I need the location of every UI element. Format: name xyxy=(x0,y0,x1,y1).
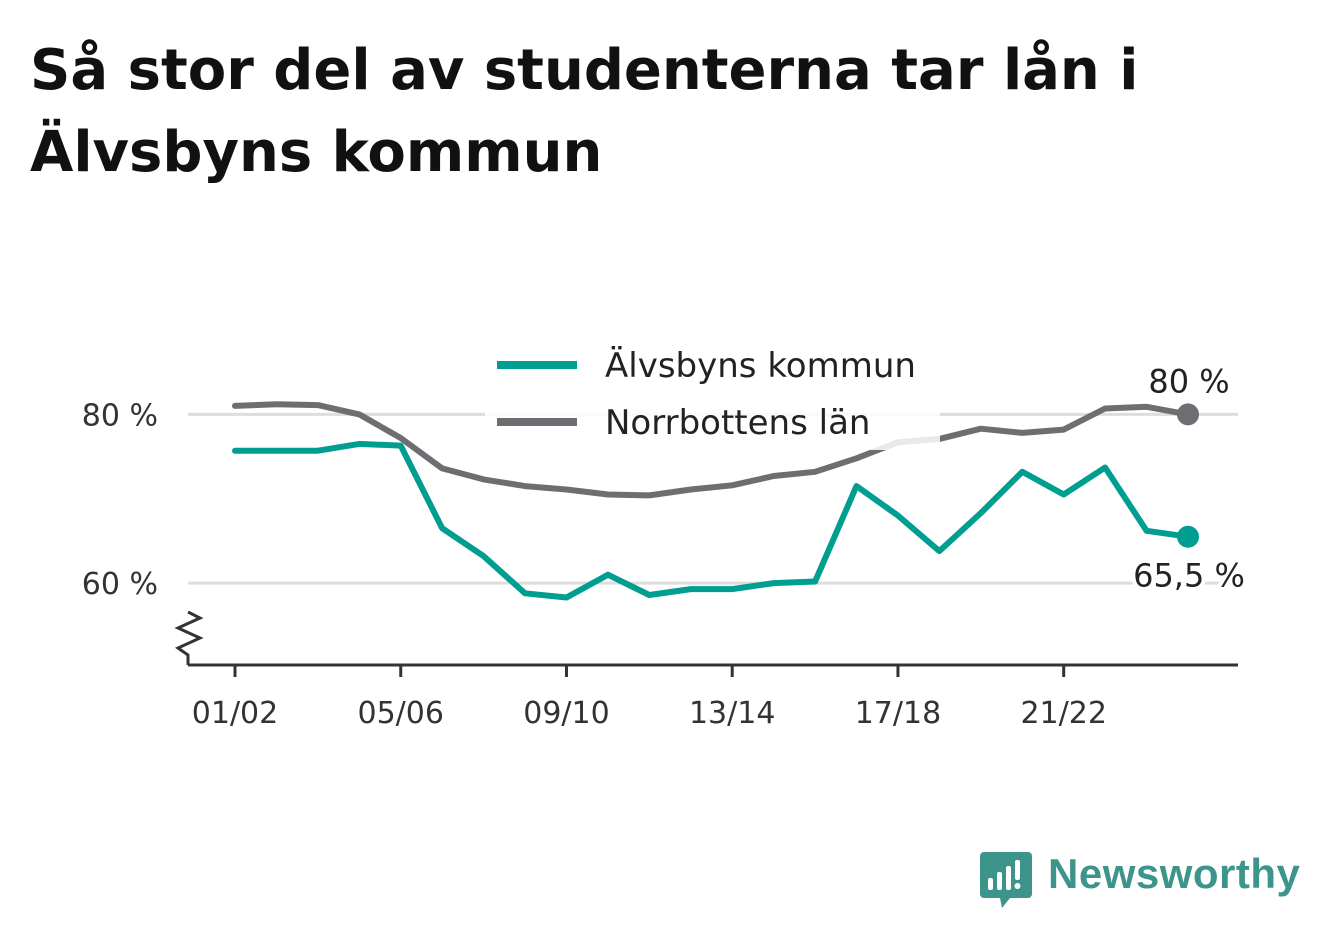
x-axis xyxy=(174,610,1238,667)
axis-break-icon xyxy=(174,610,204,665)
end-labels: 65,5 % 80 % xyxy=(1129,358,1249,598)
legend: Älvsbyns kommun Norrbottens län xyxy=(485,338,940,450)
y-axis-ticks: 60 % 80 % xyxy=(82,398,158,602)
x-tick-label: 13/14 xyxy=(689,696,775,731)
y-tick-label: 60 % xyxy=(82,567,158,602)
series-lines xyxy=(232,401,1191,601)
legend-background xyxy=(485,338,940,450)
series-line-alvsbyn xyxy=(232,440,1191,601)
end-label: 80 % xyxy=(1148,362,1229,400)
x-tick-label: 17/18 xyxy=(855,696,941,731)
legend-label: Norrbottens län xyxy=(605,403,870,443)
end-point xyxy=(1177,403,1199,426)
series-line-norrbotten xyxy=(232,401,1191,499)
x-tick-label: 21/22 xyxy=(1020,696,1106,731)
legend-label: Älvsbyns kommun xyxy=(605,346,916,386)
x-tick-label: 05/06 xyxy=(358,696,444,731)
brand-name: Newsworthy xyxy=(1048,850,1301,897)
x-tick-label: 09/10 xyxy=(523,696,609,731)
brand-logo: Newsworthy xyxy=(978,848,1301,912)
x-axis-ticks: 01/02 05/06 09/10 13/14 17/18 21/22 xyxy=(192,665,1107,731)
x-tick-label: 01/02 xyxy=(192,696,278,731)
end-point xyxy=(1177,525,1199,548)
end-label: 65,5 % xyxy=(1133,557,1245,595)
page-title: Så stor del av studenterna tar lån i Älv… xyxy=(30,38,1139,185)
newsworthy-logo-icon xyxy=(980,852,1032,908)
y-tick-label: 80 % xyxy=(82,398,158,433)
